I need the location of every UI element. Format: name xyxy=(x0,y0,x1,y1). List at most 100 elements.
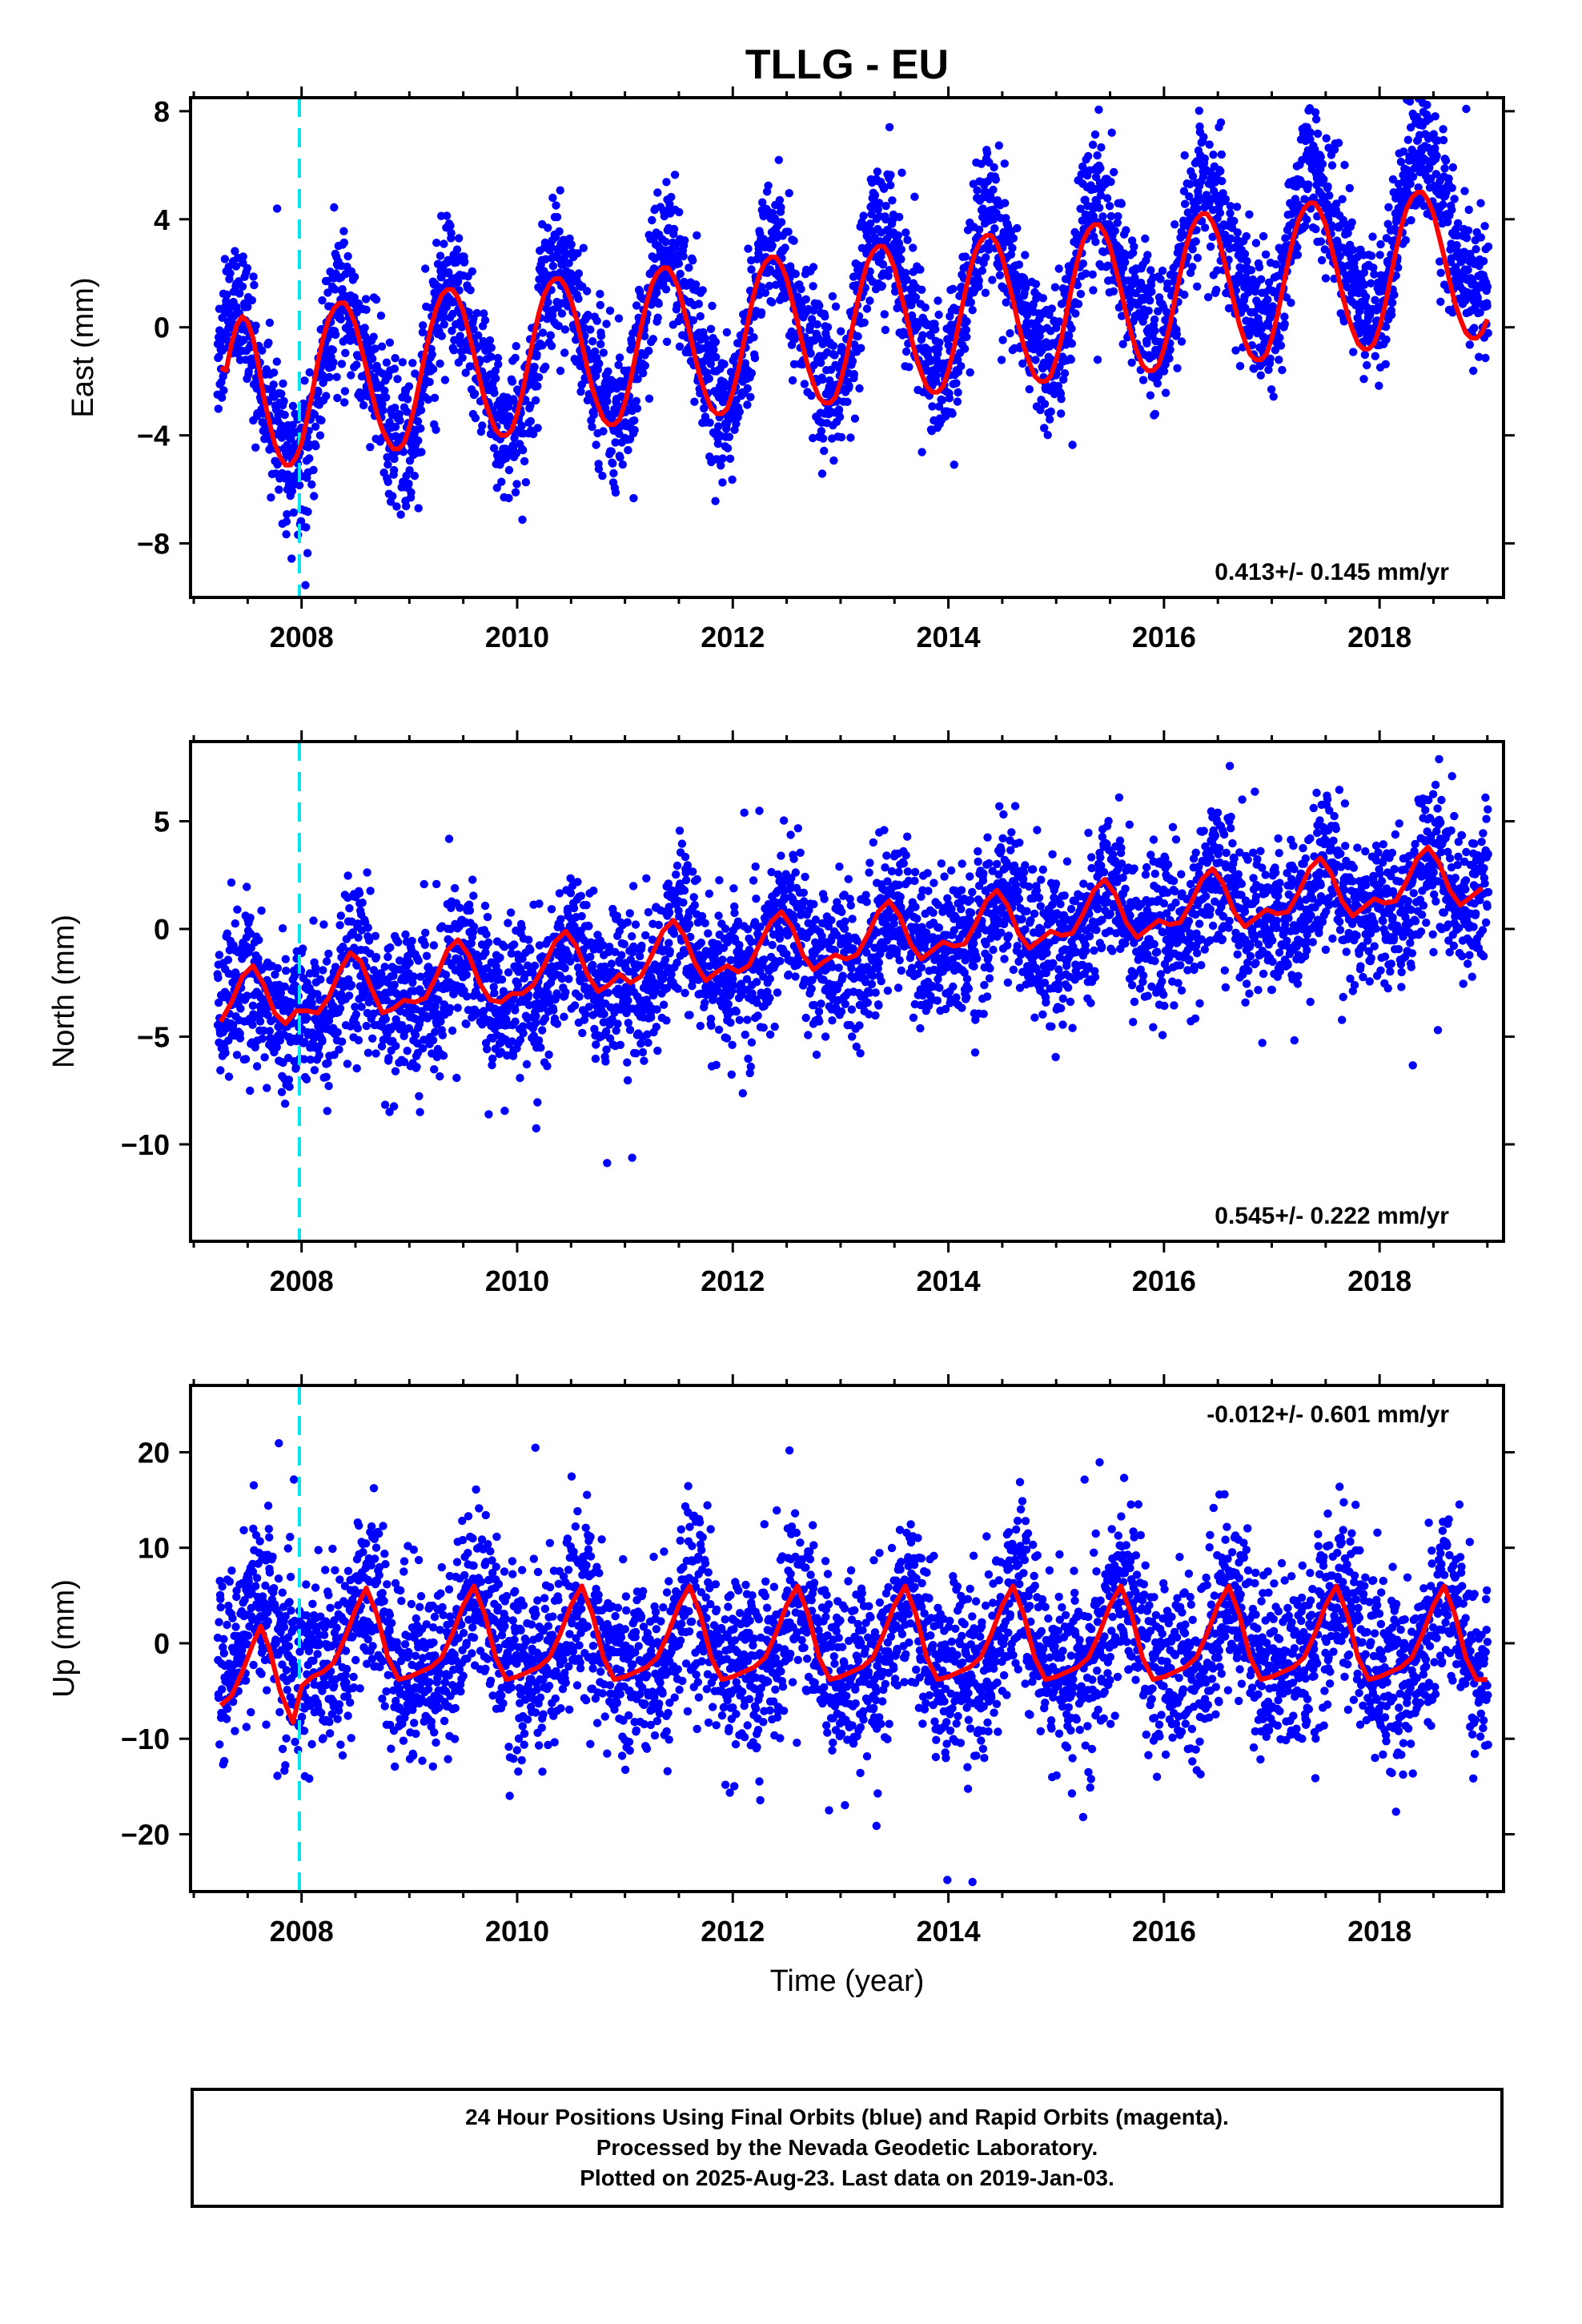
data-point xyxy=(878,260,888,269)
data-point xyxy=(614,360,623,369)
data-point xyxy=(504,465,514,475)
data-point xyxy=(411,1031,420,1039)
data-point xyxy=(1439,135,1448,145)
data-point xyxy=(1213,266,1222,275)
data-point xyxy=(954,388,962,397)
data-point xyxy=(1321,274,1331,283)
data-point xyxy=(466,286,475,295)
data-point xyxy=(725,432,734,441)
data-point xyxy=(246,1086,255,1096)
data-point xyxy=(579,243,588,252)
plot-frame xyxy=(189,96,1505,599)
data-point xyxy=(556,366,565,376)
data-point xyxy=(1218,176,1227,186)
data-point xyxy=(418,328,428,337)
data-point xyxy=(278,924,287,933)
data-point xyxy=(1038,294,1048,303)
data-point xyxy=(1303,215,1311,224)
data-point xyxy=(432,239,441,247)
data-point xyxy=(506,908,516,917)
data-point xyxy=(1000,159,1010,168)
data-point xyxy=(977,159,986,168)
data-point xyxy=(1046,415,1054,424)
data-point xyxy=(624,445,632,455)
data-point xyxy=(1287,298,1295,308)
data-point xyxy=(911,293,921,302)
data-point xyxy=(720,360,729,368)
data-point xyxy=(949,284,958,293)
data-point xyxy=(711,337,721,347)
y-tick-label: 4 xyxy=(154,203,170,236)
data-point xyxy=(1127,358,1136,367)
data-point xyxy=(1431,170,1441,179)
data-point xyxy=(1186,179,1195,189)
data-point xyxy=(897,245,906,254)
data-point xyxy=(335,1045,343,1054)
data-point xyxy=(1263,295,1272,304)
x-tick-label: 2012 xyxy=(701,621,765,653)
data-point xyxy=(1105,202,1114,211)
data-point xyxy=(305,368,314,377)
data-point xyxy=(413,416,423,426)
data-point xyxy=(350,293,359,302)
data-point xyxy=(269,380,278,389)
data-point xyxy=(371,952,381,962)
data-point xyxy=(422,951,432,960)
data-point xyxy=(1483,282,1492,292)
data-point xyxy=(614,314,624,323)
data-point xyxy=(228,978,237,987)
data-point xyxy=(407,488,416,497)
data-point xyxy=(1180,199,1190,208)
data-point xyxy=(401,930,410,939)
data-point xyxy=(788,376,797,385)
data-point xyxy=(421,264,430,273)
data-point xyxy=(1318,159,1327,168)
data-point xyxy=(1275,356,1283,364)
data-point xyxy=(405,466,414,475)
data-point xyxy=(547,341,556,351)
data-point xyxy=(1088,140,1098,149)
data-point xyxy=(1216,167,1225,175)
data-point xyxy=(661,285,671,294)
data-point xyxy=(1425,163,1434,172)
data-point xyxy=(598,472,607,480)
data-point xyxy=(530,362,539,372)
data-point xyxy=(1450,195,1459,203)
data-point xyxy=(813,320,821,329)
data-point xyxy=(747,368,757,378)
data-point xyxy=(215,951,224,959)
data-point xyxy=(452,245,462,254)
data-point xyxy=(1243,256,1251,266)
data-point xyxy=(700,404,709,413)
data-point xyxy=(251,321,260,330)
data-point xyxy=(391,404,400,412)
data-point xyxy=(1261,250,1271,259)
data-point xyxy=(862,304,872,313)
data-point xyxy=(1383,219,1392,228)
data-point xyxy=(491,366,500,376)
data-point xyxy=(997,356,1006,364)
data-point xyxy=(223,929,231,938)
data-point xyxy=(350,272,359,281)
data-point xyxy=(408,936,416,946)
data-point xyxy=(1406,179,1415,188)
data-point xyxy=(219,386,228,395)
data-point xyxy=(250,280,259,290)
data-point xyxy=(314,388,323,396)
data-point xyxy=(404,479,413,489)
data-point xyxy=(732,420,741,428)
data-point xyxy=(1199,132,1208,142)
data-point xyxy=(1338,195,1347,203)
data-point xyxy=(1316,237,1326,246)
data-point xyxy=(428,1035,438,1045)
data-point xyxy=(1193,282,1202,291)
data-point xyxy=(323,1107,331,1116)
data-point xyxy=(706,324,716,333)
data-point xyxy=(592,316,601,325)
data-point xyxy=(490,388,499,397)
data-point xyxy=(1114,211,1122,221)
data-point xyxy=(384,1054,393,1063)
data-point xyxy=(1311,145,1319,154)
data-point xyxy=(1159,367,1169,376)
